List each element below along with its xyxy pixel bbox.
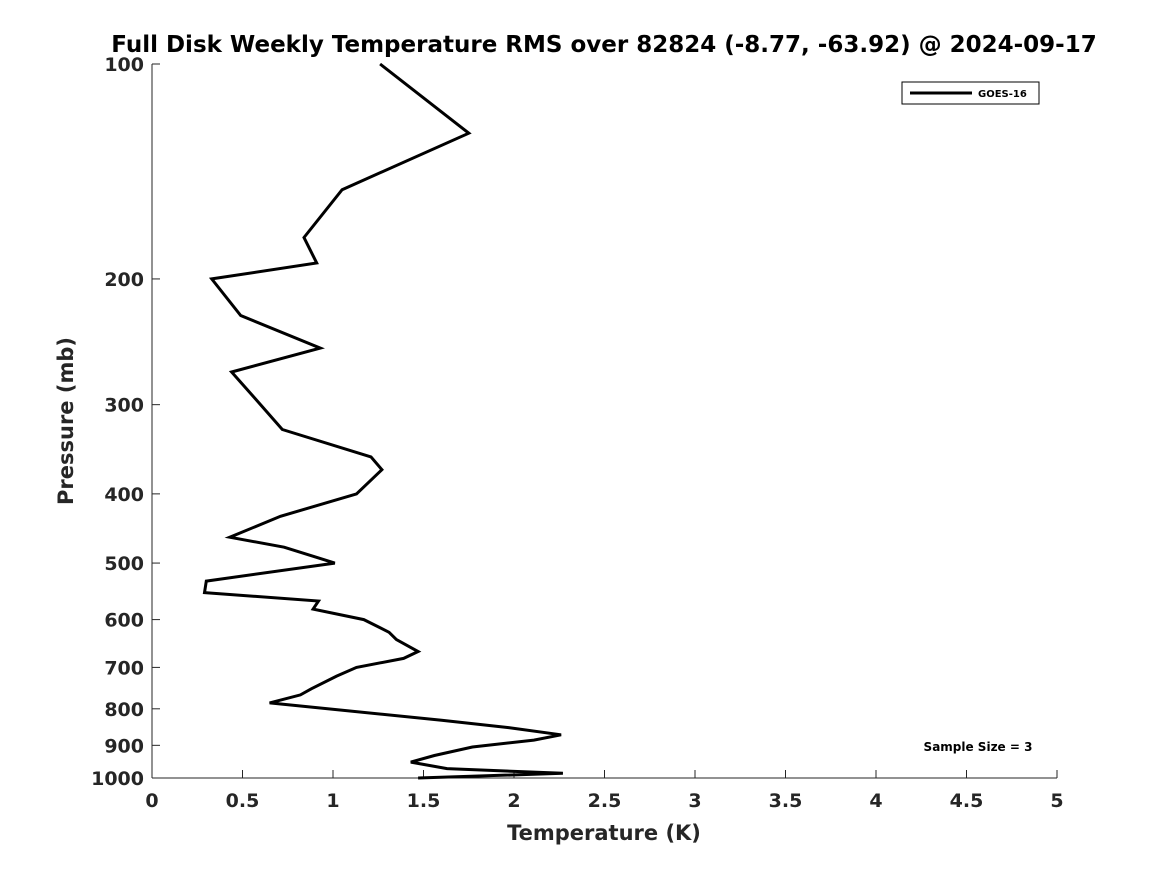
x-tick-label: 0.5: [226, 790, 260, 812]
y-tick-label: 200: [104, 269, 144, 291]
legend: GOES-16: [901, 81, 1040, 105]
x-axis-label: Temperature (K): [507, 821, 701, 845]
plot-frame: [151, 64, 1057, 779]
y-tick-label: 600: [104, 610, 144, 632]
y-tick-label: 400: [104, 484, 144, 506]
x-ticks: 0 0.5 1 1.5 2 2.5 3 3.5 4 4.5 5: [145, 770, 1064, 812]
y-tick-label: 900: [104, 735, 144, 757]
x-tick-label: 1: [326, 790, 339, 812]
x-tick-label: 2.5: [588, 790, 622, 812]
sample-size-annotation: Sample Size = 3: [924, 740, 1033, 754]
x-tick-label: 5: [1050, 790, 1063, 812]
x-tick-label: 1.5: [407, 790, 441, 812]
y-tick-label: 800: [104, 699, 144, 721]
y-ticks: 100 200 300 400 500 600 700 800 900 1000: [91, 54, 160, 790]
series-layer: [202, 62, 563, 780]
x-tick-label: 3.5: [769, 790, 803, 812]
y-tick-label: 700: [104, 657, 144, 679]
y-tick-label: 300: [104, 395, 144, 417]
x-tick-label: 3: [688, 790, 701, 812]
y-tick-label: 500: [104, 553, 144, 575]
x-tick-label: 0: [145, 790, 158, 812]
x-tick-label: 4: [869, 790, 882, 812]
x-tick-label: 4.5: [950, 790, 984, 812]
y-tick-label: 1000: [91, 768, 144, 790]
y-tick-label: 100: [104, 54, 144, 76]
x-tick-label: 2: [507, 790, 520, 812]
chart-title: Full Disk Weekly Temperature RMS over 82…: [111, 32, 1097, 58]
series-line-goes-16: [202, 62, 563, 780]
y-axis-label: Pressure (mb): [54, 337, 78, 505]
legend-label-goes-16: GOES-16: [978, 89, 1027, 100]
